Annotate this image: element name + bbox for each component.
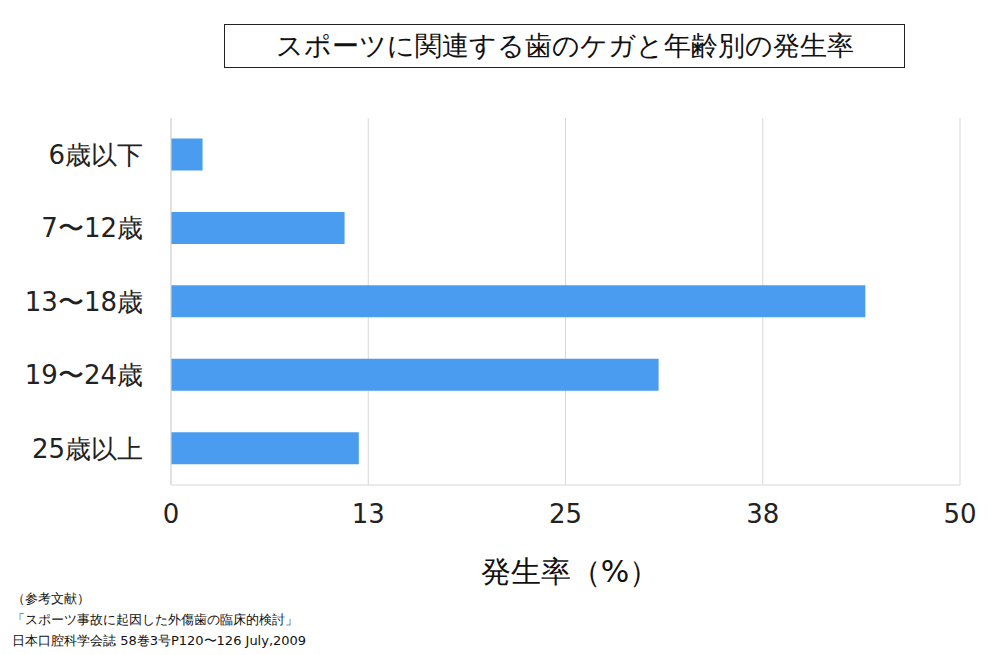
html-text:日本口腔科学会誌 58巻3号P120〜126 July,20: 日本口腔科学会誌 58巻3号P120〜126 July,2009 xyxy=(12,633,307,648)
svg-text:38: 38 xyxy=(746,499,779,529)
html-text:「スポーツ事故に起因した外傷歯の臨床的検討」: 「スポーツ事故に起因した外傷歯の臨床的検討」 xyxy=(12,612,298,627)
html-text:スポーツに関連する歯のケガと年齢別の発生率: スポーツに関連する歯のケガと年齢別の発生率 xyxy=(275,30,854,61)
svg-text:19〜24歳: 19〜24歳 xyxy=(25,360,143,390)
svg-text:25: 25 xyxy=(549,499,582,529)
svg-text:6歳以下: 6歳以下 xyxy=(48,140,143,170)
html-text:（参考文献）: （参考文献） xyxy=(12,591,90,606)
svg-text:7〜12歳: 7〜12歳 xyxy=(41,213,143,243)
svg-text:0: 0 xyxy=(163,499,180,529)
svg-text:25歳以上: 25歳以上 xyxy=(32,434,143,464)
svg-text:50: 50 xyxy=(943,499,976,529)
svg-text:13〜18歳: 13〜18歳 xyxy=(25,287,143,317)
svg-text:13: 13 xyxy=(352,499,385,529)
html-text:発生率（%）: 発生率（%） xyxy=(480,554,660,589)
